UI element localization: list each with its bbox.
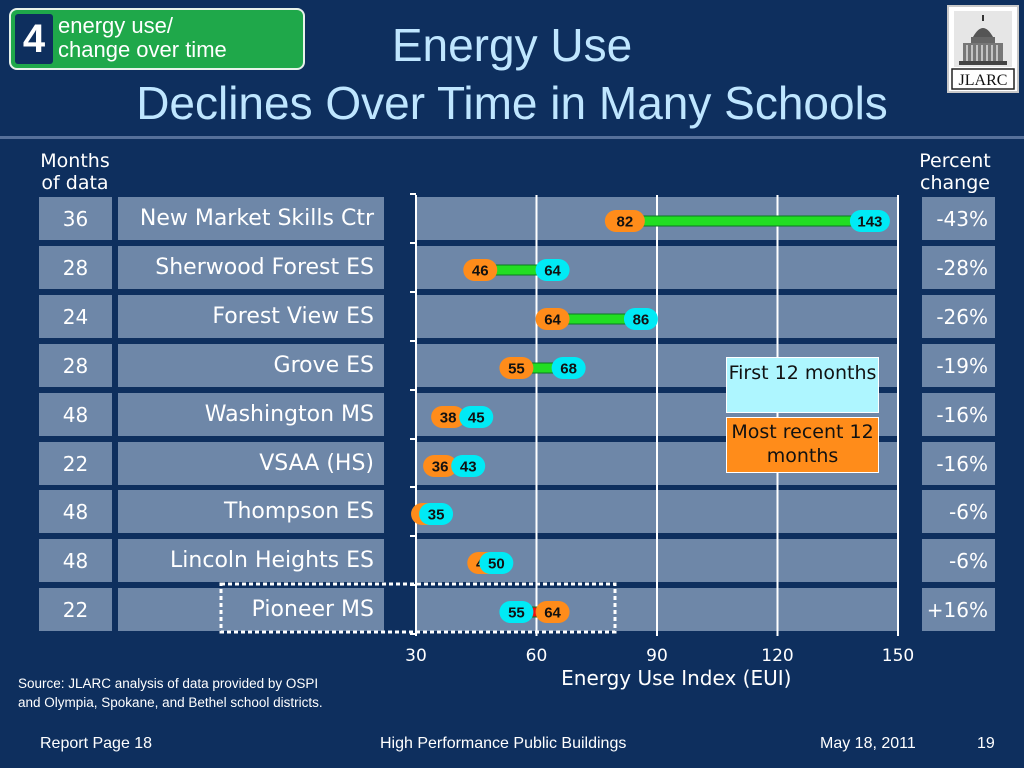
percent-cell xyxy=(922,490,995,533)
months-cell xyxy=(39,295,112,338)
school-name: New Market Skills Ctr xyxy=(139,206,374,231)
months-cell xyxy=(39,197,112,240)
plot-row xyxy=(416,197,898,240)
months-value: 22 xyxy=(62,451,89,476)
footer-report-page: Report Page 18 xyxy=(40,735,153,752)
school-name: Washington MS xyxy=(204,402,374,427)
months-cell xyxy=(39,539,112,582)
percent-change: -6% xyxy=(949,499,988,524)
percent-cell xyxy=(922,344,995,387)
school-cell xyxy=(118,295,384,338)
school-name: Forest View ES xyxy=(212,304,374,329)
legend-recent-label: Most recent 12 months xyxy=(731,421,874,467)
plot-row xyxy=(416,490,898,533)
school-cell xyxy=(118,490,384,533)
x-tick-label: 120 xyxy=(761,646,793,666)
percent-change: -19% xyxy=(936,353,988,378)
school-name: Grove ES xyxy=(273,353,374,378)
percent-cell xyxy=(922,246,995,289)
source-note: Source: JLARC analysis of data provided … xyxy=(18,674,323,712)
footer-date: May 18, 2011 xyxy=(820,735,916,752)
school-name: Sherwood Forest ES xyxy=(155,255,374,280)
school-cell xyxy=(118,393,384,436)
section-badge: 4 energy use/ change over time xyxy=(9,8,305,70)
x-tick-label: 150 xyxy=(882,646,914,666)
months-header-line1: Months xyxy=(40,150,110,172)
percent-change: -28% xyxy=(936,255,988,280)
percent-header: Percent change xyxy=(905,150,1005,194)
months-value: 28 xyxy=(62,353,89,378)
school-cell xyxy=(118,246,384,289)
months-value: 36 xyxy=(62,206,89,231)
months-cell xyxy=(39,588,112,631)
school-cell xyxy=(118,344,384,387)
months-cell xyxy=(39,442,112,485)
percent-header-line2: change xyxy=(920,172,990,194)
months-value: 24 xyxy=(62,304,89,329)
x-tick-label: 60 xyxy=(526,646,548,666)
title-divider xyxy=(0,136,1024,139)
school-cell xyxy=(118,197,384,240)
months-cell xyxy=(39,344,112,387)
footer-title: High Performance Public Buildings xyxy=(380,735,627,752)
plot-row xyxy=(416,295,898,338)
months-header-line2: of data xyxy=(41,172,109,194)
percent-cell xyxy=(922,442,995,485)
x-tick-label: 30 xyxy=(405,646,427,666)
months-cell xyxy=(39,246,112,289)
source-line1: Source: JLARC analysis of data provided … xyxy=(18,676,319,691)
school-name: Thompson ES xyxy=(224,499,374,524)
school-name: Pioneer MS xyxy=(251,597,374,622)
capitol-icon: JLARC xyxy=(951,11,1015,90)
x-axis-label: Energy Use Index (EUI) xyxy=(561,666,791,690)
percent-change: -16% xyxy=(936,402,988,427)
months-value: 48 xyxy=(62,548,89,573)
percent-cell xyxy=(922,393,995,436)
section-label-line2: change over time xyxy=(58,37,227,62)
source-line2: and Olympia, Spokane, and Bethel school … xyxy=(18,695,323,710)
months-cell xyxy=(39,490,112,533)
legend-first-12-months: First 12 months xyxy=(726,357,879,413)
months-value: 22 xyxy=(62,597,89,622)
percent-cell xyxy=(922,295,995,338)
percent-change: +16% xyxy=(926,597,988,622)
logo-text: JLARC xyxy=(959,72,1008,89)
percent-cell xyxy=(922,588,995,631)
months-value: 28 xyxy=(62,255,89,280)
plot-row xyxy=(416,588,898,631)
months-header: Months of data xyxy=(30,150,120,194)
months-value: 48 xyxy=(62,499,89,524)
footer-page-number: 19 xyxy=(977,735,995,752)
page-title-line2: Declines Over Time in Many Schools xyxy=(136,77,888,129)
plot-row xyxy=(416,539,898,582)
percent-change: -6% xyxy=(949,548,988,573)
months-value: 48 xyxy=(62,402,89,427)
section-label-line1: energy use/ xyxy=(58,13,173,38)
legend-first-label: First 12 months xyxy=(728,362,877,384)
school-name: Lincoln Heights ES xyxy=(170,548,374,573)
percent-change: -26% xyxy=(936,304,988,329)
section-number: 4 xyxy=(15,14,53,64)
percent-cell xyxy=(922,197,995,240)
page-title-line1: Energy Use xyxy=(391,19,633,71)
x-tick-label: 90 xyxy=(646,646,668,666)
school-name: VSAA (HS) xyxy=(259,451,374,476)
legend-recent-12-months: Most recent 12 months xyxy=(726,417,879,473)
percent-header-line1: Percent xyxy=(919,150,991,172)
section-label: energy use/ change over time xyxy=(58,14,227,62)
jlarc-logo: JLARC xyxy=(947,5,1019,93)
percent-change: -16% xyxy=(936,451,988,476)
plot-row xyxy=(416,246,898,289)
percent-cell xyxy=(922,539,995,582)
months-cell xyxy=(39,393,112,436)
school-cell xyxy=(118,442,384,485)
percent-change: -43% xyxy=(936,206,988,231)
school-cell xyxy=(118,539,384,582)
